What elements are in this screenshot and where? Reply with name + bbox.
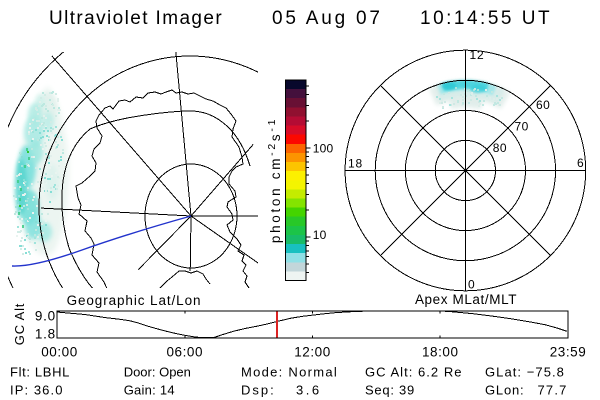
svg-text:77.7: 77.7: [538, 383, 568, 398]
svg-text:3.6: 3.6: [296, 383, 322, 398]
svg-text:70: 70: [515, 120, 529, 134]
svg-text:Door: Open: Door: Open: [124, 365, 191, 380]
svg-text:Apex MLat/MLT: Apex MLat/MLT: [415, 292, 517, 307]
svg-text:60: 60: [536, 98, 550, 112]
svg-text:Ultraviolet Imager: Ultraviolet Imager: [49, 8, 223, 29]
svg-text:10:14:55 UT: 10:14:55 UT: [420, 8, 552, 29]
svg-text:Seq: 39: Seq: 39: [365, 383, 415, 398]
svg-text:photon cm-2s-1: photon cm-2s-1: [266, 117, 283, 243]
svg-text:10: 10: [313, 228, 327, 242]
svg-text:0: 0: [468, 278, 475, 292]
svg-text:Mode: Normal: Mode: Normal: [241, 365, 338, 380]
svg-text:GLat: −75.8: GLat: −75.8: [485, 365, 565, 380]
svg-text:80: 80: [493, 141, 507, 155]
svg-text:6: 6: [577, 156, 584, 170]
svg-text:IP: 36.0: IP: 36.0: [10, 383, 64, 398]
svg-text:06:00: 06:00: [166, 345, 203, 360]
svg-text:100: 100: [313, 142, 334, 156]
svg-text:05 Aug 07: 05 Aug 07: [272, 8, 383, 29]
svg-text:Gain: 14: Gain: 14: [124, 383, 175, 398]
svg-text:GC Alt: GC Alt: [12, 303, 27, 345]
svg-text:00:00: 00:00: [41, 345, 78, 360]
svg-text:12:00: 12:00: [294, 345, 331, 360]
svg-text:GLon:: GLon:: [485, 383, 524, 398]
svg-text:Flt: LBHL: Flt: LBHL: [10, 365, 70, 380]
svg-text:9.0: 9.0: [35, 308, 56, 323]
svg-text:18: 18: [348, 157, 363, 171]
svg-text:Dsp:: Dsp:: [241, 383, 276, 398]
svg-text:1.8: 1.8: [35, 327, 56, 342]
svg-text:GC Alt: 6.2 Re: GC Alt: 6.2 Re: [365, 365, 463, 380]
svg-text:18:00: 18:00: [422, 345, 459, 360]
svg-text:23:59: 23:59: [550, 345, 587, 360]
svg-text:12: 12: [470, 48, 485, 62]
svg-text:Geographic Lat/Lon: Geographic Lat/Lon: [67, 293, 202, 308]
